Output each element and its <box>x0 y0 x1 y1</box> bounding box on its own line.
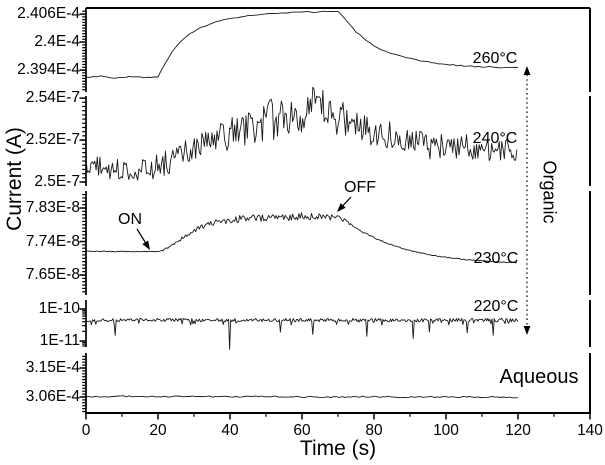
y-axis-label: Current (A) <box>3 127 26 231</box>
series-label-4: Aqueous <box>499 366 579 388</box>
x-tick-label: 100 <box>433 422 459 439</box>
x-tick-label: 80 <box>365 422 383 439</box>
y-tick-label: 1E-10 <box>38 299 80 317</box>
series-label-1: 240°C <box>472 130 518 147</box>
series-label-3: 220°C <box>473 298 519 315</box>
y-tick-label: 1E-11 <box>39 332 80 349</box>
annotation-off-label: OFF <box>344 179 376 196</box>
y-tick-label: 7.65E-8 <box>25 266 80 283</box>
x-axis-label: Time (s) <box>299 437 377 460</box>
y-tick-label: 2.406E-4 <box>17 5 80 23</box>
y-tick-label: 2.54E-7 <box>25 89 80 107</box>
y-tick-label: 2.52E-7 <box>25 131 80 149</box>
x-tick-label: 40 <box>221 422 239 439</box>
x-tick-label: 20 <box>149 422 167 439</box>
series-label-0: 260°C <box>472 50 518 67</box>
y-tick-label: 7.83E-8 <box>25 199 80 216</box>
y-tick-label: 2.4E-4 <box>34 33 80 51</box>
series-label-2: 230°C <box>473 250 519 267</box>
y-tick-label: 3.06E-4 <box>25 387 80 405</box>
y-tick-label: 3.15E-4 <box>25 359 80 376</box>
annotation-organic-label: Organic <box>539 160 560 224</box>
y-tick-label: 2.5E-7 <box>34 173 80 190</box>
x-tick-label: 140 <box>577 422 603 439</box>
x-tick-label: 0 <box>81 422 91 439</box>
x-tick-label: 120 <box>505 422 531 439</box>
y-tick-label: 7.74E-8 <box>25 232 80 250</box>
y-tick-label: 2.394E-4 <box>17 61 80 79</box>
x-tick-label: 60 <box>293 422 311 439</box>
annotation-on-label: ON <box>118 211 142 228</box>
